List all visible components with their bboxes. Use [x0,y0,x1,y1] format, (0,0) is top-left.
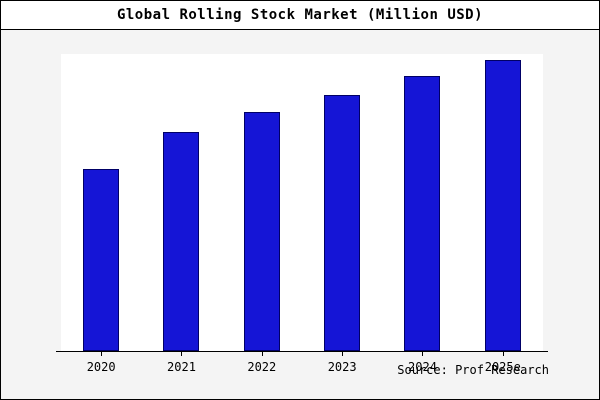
x-tick-label-2020: 2020 [86,360,116,374]
x-tick-mark-2023 [342,352,344,356]
bar-2024 [404,76,441,351]
x-tick-slot-2025e: 2025e [463,352,543,374]
x-tick-label-2022: 2022 [247,360,277,374]
x-tick-mark-2022 [261,352,263,356]
bar-slot-2021 [141,54,221,351]
x-axis-labels-row: 2020 2021 2022 2023 2024 2025e [61,352,543,374]
chart-title: Global Rolling Stock Market (Million USD… [116,7,484,23]
x-tick-label-2023: 2023 [327,360,357,374]
bar-slot-2022 [222,54,302,351]
bar-2022 [243,112,280,351]
bar-2025e [484,59,521,351]
bar-slot-2020 [61,54,141,351]
x-tick-mark-2025e [502,352,504,356]
x-tick-slot-2021: 2021 [141,352,221,374]
x-axis-line [56,351,548,352]
x-tick-slot-2024: 2024 [382,352,462,374]
plot-area [61,54,543,351]
x-tick-mark-2020 [101,352,103,356]
x-tick-label-2025e: 2025e [484,360,521,374]
x-tick-slot-2023: 2023 [302,352,382,374]
x-tick-slot-2020: 2020 [61,352,141,374]
bars-row [61,54,543,351]
x-tick-mark-2021 [181,352,183,356]
x-tick-slot-2022: 2022 [222,352,302,374]
x-tick-mark-2024 [422,352,424,356]
bar-slot-2024 [382,54,462,351]
x-tick-label-2024: 2024 [408,360,437,374]
bar-slot-2025e [463,54,543,351]
bar-slot-2023 [302,54,382,351]
bar-2023 [324,94,361,351]
bar-2021 [163,131,200,351]
title-bar: Global Rolling Stock Market (Million USD… [1,1,599,30]
source-note: Source: Prof Research [397,363,549,377]
bar-2020 [83,169,120,351]
x-tick-label-2021: 2021 [167,360,196,374]
